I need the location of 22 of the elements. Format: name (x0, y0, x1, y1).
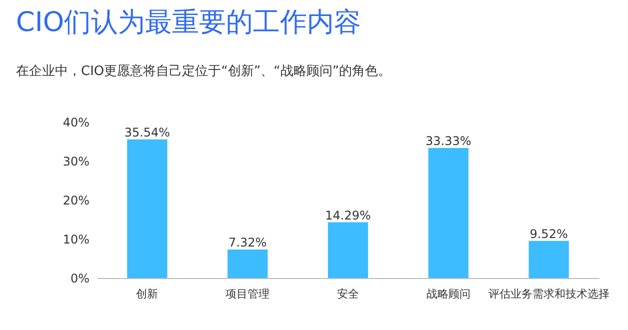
x-tick-label: 战略顾问 (426, 288, 470, 300)
data-label: 14.29% (325, 208, 371, 222)
data-label: 35.54% (124, 125, 170, 140)
x-tick-label: 评估业务需求和技术选择 (488, 288, 610, 300)
y-tick-label: 0% (70, 272, 90, 286)
bar (528, 240, 569, 278)
x-tick-label: 创新 (136, 288, 158, 300)
data-label: 33.33% (426, 134, 472, 148)
bar (127, 139, 168, 278)
chart-subtitle: 在企业中，CIO更愿意将自己定位于“创新”、“战略顾问”的角色。 (16, 63, 392, 80)
y-tick-label: 10% (62, 232, 90, 246)
bar (228, 249, 268, 278)
data-label: 9.52% (530, 226, 568, 241)
y-tick-label: 40% (62, 116, 90, 130)
chart-title: CIO们认为最重要的工作内容 (16, 6, 362, 40)
bar (328, 222, 368, 278)
y-tick-label: 20% (62, 194, 90, 208)
bar (428, 148, 468, 278)
x-tick-label: 项目管理 (226, 288, 270, 300)
y-tick-label: 30% (62, 154, 90, 168)
x-tick-label: 安全 (337, 288, 359, 300)
data-label: 7.32% (228, 235, 267, 250)
